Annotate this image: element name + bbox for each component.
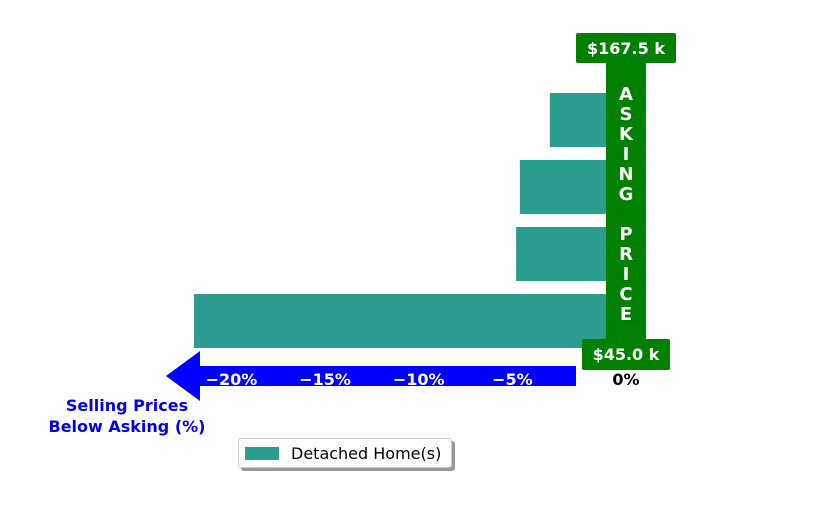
x-tick-label-zero: 0% [612,370,639,389]
asking-bottom-box [582,339,670,370]
asking-letter: G [619,184,634,205]
x-tick-label: −5% [492,370,533,389]
asking-letter: E [620,304,632,325]
x-tick-label: −20% [206,370,258,389]
x-axis-label-line2: Below Asking (%) [49,417,206,436]
asking-letter: K [619,124,634,145]
asking-top-box [576,33,676,63]
x-tick-label: −10% [393,370,445,389]
asking-letter: R [619,244,633,265]
x-axis-label-line1: Selling Prices [66,396,188,415]
asking-price-column [606,62,646,342]
asking-bottom-label: $45.0 k [593,345,660,364]
asking-letter: N [618,164,633,185]
legend-swatch [245,446,279,460]
x-tick-label: −15% [299,370,351,389]
bar [549,93,606,147]
asking-letter: P [619,224,632,245]
x-axis-group: −20% −15% −10% −5% 0% [166,351,640,401]
x-axis-arrow [166,351,576,401]
legend: Detached Home(s) [238,438,452,468]
bars-group [194,93,606,348]
bar [516,227,606,281]
asking-top-label: $167.5 k [587,39,665,58]
bar [194,294,606,348]
asking-letter: S [620,104,633,125]
bar [519,160,606,214]
asking-letter: C [619,284,632,305]
asking-letter: A [619,84,633,105]
legend-label: Detached Home(s) [291,443,442,463]
asking-letter: I [623,144,630,165]
asking-letter: I [623,264,630,285]
